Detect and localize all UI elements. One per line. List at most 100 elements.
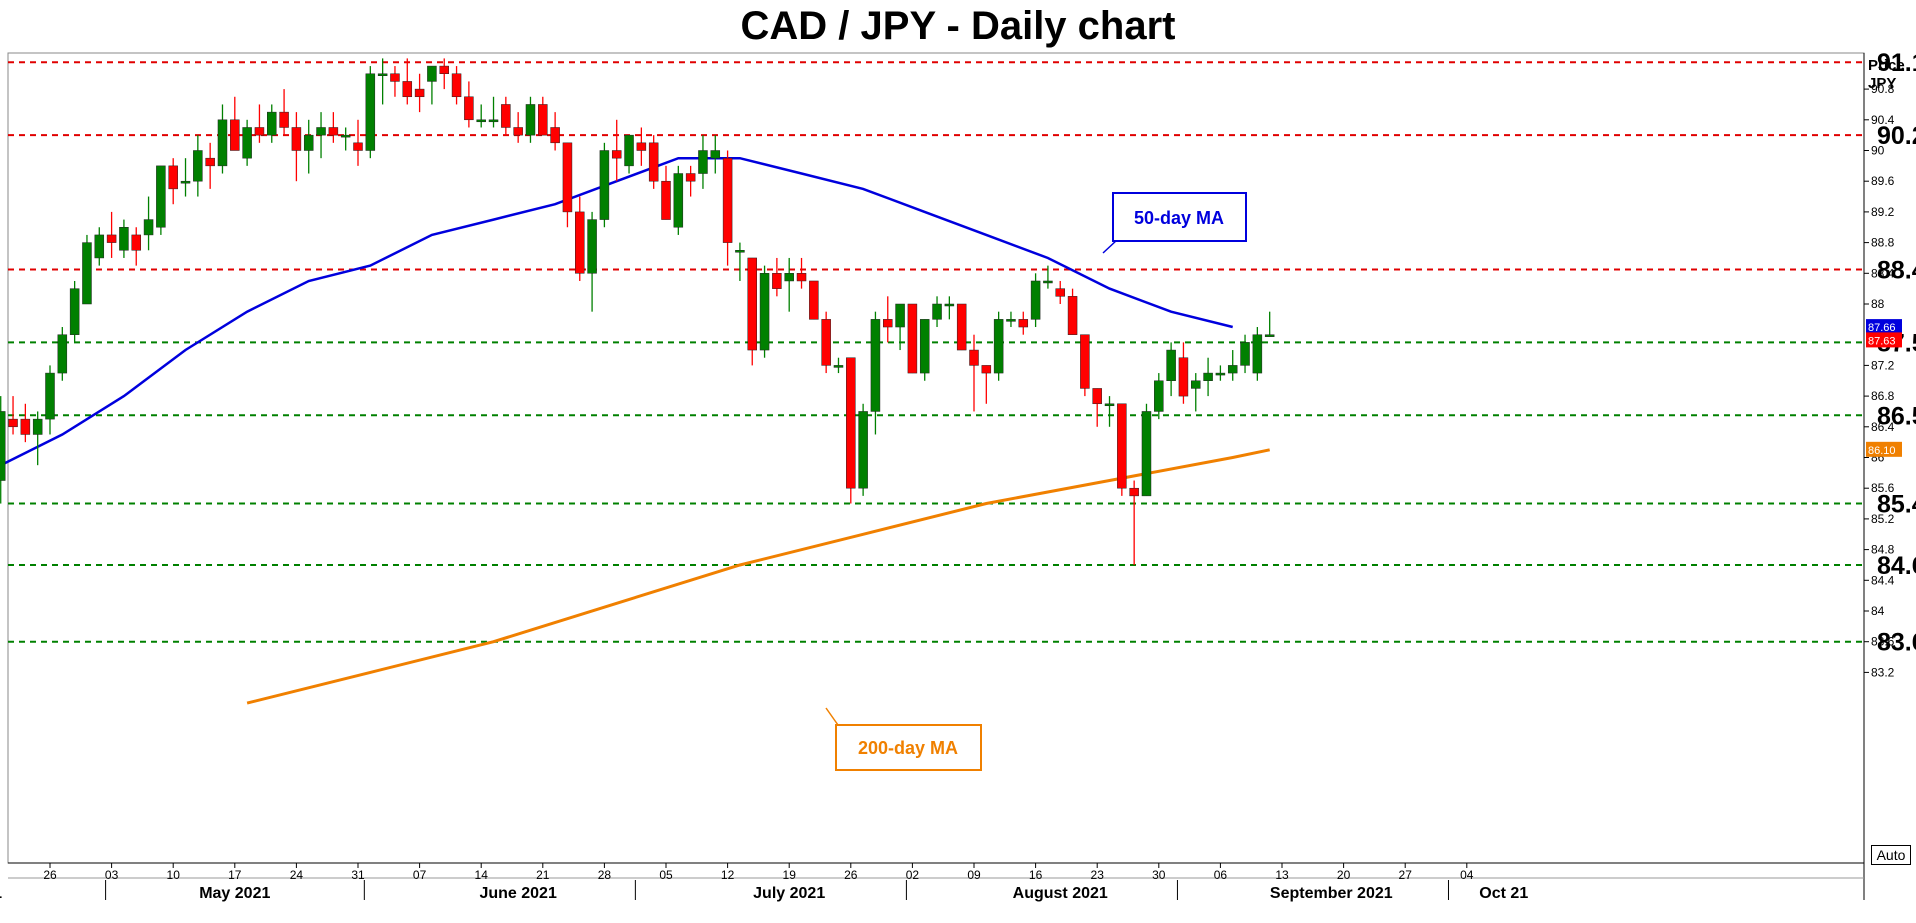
candle-2021-07-26	[846, 357, 856, 504]
candle-body	[1166, 349, 1176, 381]
candle-2021-06-22	[550, 112, 560, 151]
candle-body	[316, 127, 326, 136]
candle-2021-06-28	[599, 142, 610, 228]
candle-body	[131, 234, 141, 251]
x-tick-label-2021-05-17: 17	[228, 868, 242, 882]
y-tick-label-86.4: 86.4	[1871, 420, 1895, 434]
candle-body	[673, 173, 684, 228]
candle-2021-05-12	[193, 135, 203, 197]
candle-body	[353, 142, 363, 151]
candle-2021-08-25	[1117, 403, 1127, 496]
candle-body	[969, 349, 979, 366]
candles	[0, 58, 1275, 565]
candle-2021-08-03	[919, 319, 930, 381]
candle-2021-07-29	[883, 296, 893, 343]
candle-body	[377, 73, 388, 76]
candle-2021-05-26	[316, 112, 326, 159]
candle-2021-05-05	[131, 227, 141, 266]
candle-body	[143, 219, 154, 236]
candle-2021-04-22	[20, 403, 31, 443]
candle-body	[180, 180, 191, 184]
candle-2021-07-07	[685, 165, 696, 197]
x-tick-label-2021-08-30: 30	[1152, 868, 1166, 882]
candle-2021-06-15	[488, 96, 499, 128]
candle-2021-07-22	[821, 311, 831, 374]
candle-2021-05-11	[180, 158, 191, 197]
candle-2021-07-06	[673, 165, 684, 235]
auto-scale-button[interactable]: Auto	[1871, 845, 1911, 865]
candle-2021-07-19	[784, 257, 794, 312]
candle-2021-06-17	[513, 112, 523, 143]
candle-2021-06-07	[414, 73, 425, 113]
candle-body	[32, 418, 43, 435]
candle-2021-07-16	[772, 257, 782, 297]
candle-body	[365, 73, 376, 151]
candle-body	[993, 319, 1004, 374]
price-header-line2: JPY	[1868, 75, 1896, 92]
candle-2021-08-23	[1092, 388, 1102, 427]
candle-2021-05-13	[205, 142, 215, 189]
level-label-91.15: 91.15	[1877, 49, 1916, 77]
candle-body	[451, 73, 462, 98]
candle-2021-05-21	[279, 89, 289, 136]
candle-body	[1264, 334, 1275, 337]
candle-2021-07-01	[636, 127, 647, 166]
y-tick-label-87.2: 87.2	[1871, 358, 1895, 372]
candle-body	[648, 142, 659, 182]
candle-body	[476, 119, 486, 123]
candle-2021-09-09	[1252, 327, 1263, 381]
candle-body	[1006, 319, 1016, 322]
candle-2021-09-07	[1227, 350, 1238, 381]
candle-2021-05-28	[340, 127, 351, 151]
candle-body	[402, 81, 413, 98]
candle-body	[20, 418, 31, 435]
candle-2021-08-27	[1141, 403, 1152, 497]
candle-body	[57, 334, 68, 374]
candle-body	[488, 119, 499, 123]
candle-2021-07-27	[858, 403, 868, 496]
x-tick-label-2021-05-31: 31	[351, 868, 365, 882]
candle-2021-06-24	[575, 196, 585, 281]
candle-body	[772, 273, 782, 289]
y-tick-label-84: 84	[1871, 604, 1885, 618]
last-value-tag-bg	[1866, 332, 1902, 348]
x-tick-label-2021-09-20: 20	[1337, 868, 1351, 882]
candle-body	[1055, 288, 1065, 297]
x-tick-label-2021-09-27: 27	[1399, 868, 1413, 882]
y-tick-label-84.4: 84.4	[1871, 573, 1895, 587]
candle-body	[340, 134, 351, 138]
candle-body	[8, 418, 18, 428]
candle-body	[1018, 319, 1029, 328]
candle-body	[267, 111, 277, 136]
ma50-annotation-label: 50-day MA	[1134, 208, 1224, 228]
candle-body	[883, 319, 893, 328]
candle-2021-08-05	[944, 296, 955, 320]
y-tick-label-88.8: 88.8	[1871, 236, 1895, 250]
candle-2021-09-02	[1191, 373, 1201, 412]
candle-2021-06-04	[402, 58, 413, 105]
candle-body	[230, 119, 240, 151]
x-tick-label-2021-08-16: 16	[1029, 868, 1043, 882]
candle-2021-07-30	[895, 303, 905, 351]
month-label-July 2021: July 2021	[753, 885, 825, 902]
candle-2021-06-10	[451, 66, 462, 105]
ma50-annotation-box	[1112, 192, 1247, 242]
candle-body	[1030, 280, 1041, 320]
candle-2021-05-24	[291, 112, 302, 182]
ma200-annotation-label: 200-day MA	[858, 738, 958, 758]
candle-body	[168, 165, 178, 190]
chart-title: CAD / JPY - Daily chart	[740, 4, 1176, 48]
candle-2021-07-05	[661, 165, 671, 220]
candle-body	[562, 142, 573, 213]
x-tick-label-2021-10-04: 04	[1460, 868, 1474, 882]
last-value-tag-label: 86.10	[1868, 445, 1896, 457]
level-label-84.6: 84.6	[1877, 552, 1916, 580]
candle-body	[587, 219, 597, 274]
candle-2021-08-11	[993, 311, 1004, 381]
candle-body	[1080, 334, 1090, 389]
x-tick-label-2021-08-02: 02	[906, 868, 920, 882]
month-label-September 2021: September 2021	[1270, 885, 1393, 902]
candle-2021-07-12	[722, 150, 733, 266]
candle-2021-08-19	[1067, 288, 1078, 335]
